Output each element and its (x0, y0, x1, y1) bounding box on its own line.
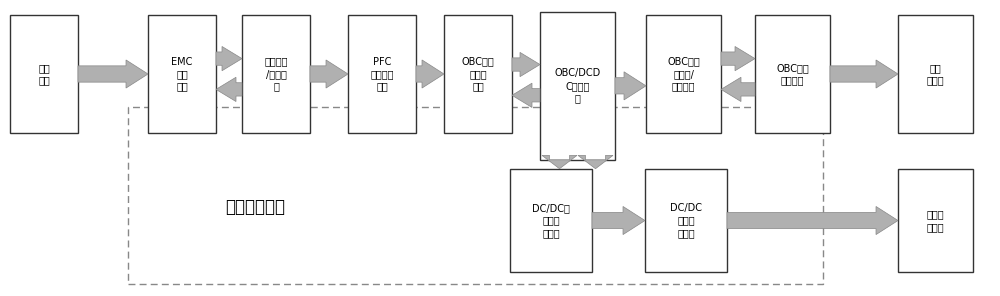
Text: EMC
滤波
电路: EMC 滤波 电路 (171, 57, 193, 91)
Text: OBC输出
滤波电路: OBC输出 滤波电路 (776, 63, 809, 85)
Bar (148, 15, 216, 133)
Text: 电气集成方案: 电气集成方案 (225, 198, 285, 216)
Bar (646, 15, 721, 133)
Bar (510, 169, 592, 272)
Bar (128, 107, 823, 284)
Text: OBC输入
侧开关
电路: OBC输入 侧开关 电路 (462, 57, 494, 91)
Text: 双相整流
/逆变电
路: 双相整流 /逆变电 路 (264, 57, 288, 91)
Polygon shape (310, 60, 348, 88)
Text: DC/DC
输出滤
波电路: DC/DC 输出滤 波电路 (670, 203, 702, 238)
Bar (10, 15, 78, 133)
Bar (898, 169, 973, 272)
Text: OBC/DCD
C主变压
器: OBC/DCD C主变压 器 (554, 68, 601, 103)
Polygon shape (216, 77, 242, 102)
Polygon shape (615, 72, 646, 100)
Polygon shape (216, 46, 242, 71)
Text: 市电
输入: 市电 输入 (38, 63, 50, 85)
Polygon shape (512, 83, 540, 107)
Polygon shape (721, 77, 755, 102)
Polygon shape (727, 207, 898, 234)
Bar (242, 15, 310, 133)
Polygon shape (542, 155, 577, 169)
Bar (898, 15, 973, 133)
Bar (645, 169, 727, 272)
Text: OBC输出
侧整流/
逆变电路: OBC输出 侧整流/ 逆变电路 (667, 57, 700, 91)
Bar (755, 15, 830, 133)
Polygon shape (78, 60, 148, 88)
Bar (540, 12, 615, 160)
Polygon shape (721, 46, 755, 71)
Bar (444, 15, 512, 133)
Polygon shape (578, 155, 613, 169)
Text: 蓄电池
及负载: 蓄电池 及负载 (927, 209, 944, 232)
Polygon shape (416, 60, 444, 88)
Polygon shape (592, 207, 645, 234)
Text: DC/DC输
出侧整
流电路: DC/DC输 出侧整 流电路 (532, 203, 570, 238)
Polygon shape (830, 60, 898, 88)
Polygon shape (512, 52, 540, 77)
Text: 动力
电池组: 动力 电池组 (927, 63, 944, 85)
Text: PFC
功率校正
电路: PFC 功率校正 电路 (370, 57, 394, 91)
Bar (348, 15, 416, 133)
